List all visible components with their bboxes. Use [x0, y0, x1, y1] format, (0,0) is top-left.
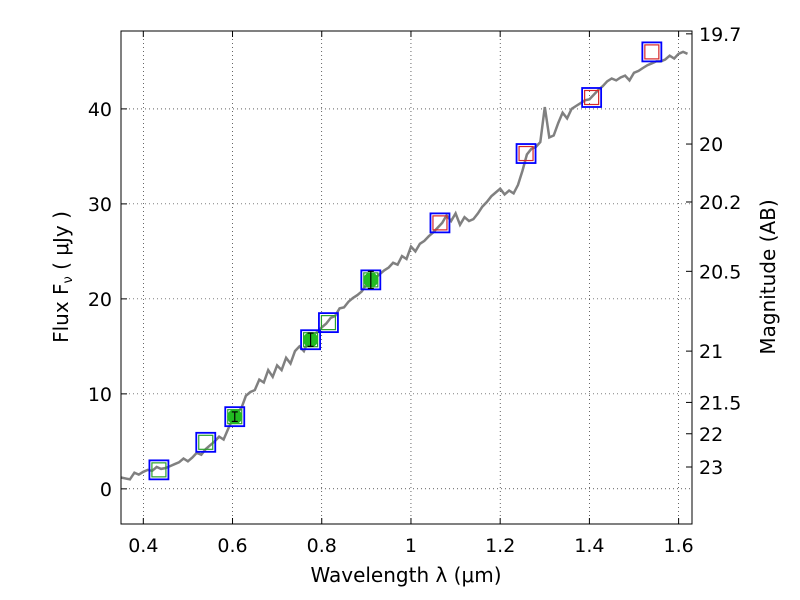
y2-tick-label: 20.5	[699, 261, 741, 283]
model-outer-square	[360, 269, 382, 291]
model-inner-square	[518, 145, 534, 162]
y-tick-label: 30	[88, 194, 112, 216]
y-axis-label: Flux Fν ( μJy )	[49, 211, 76, 343]
model-outer-square	[300, 329, 321, 351]
spectrum-line	[120, 50, 688, 481]
model-inner-square	[320, 315, 337, 331]
y-tick-label: 0	[100, 479, 112, 501]
y2-tick-label: 21.5	[699, 392, 741, 414]
y-tick-label: 10	[88, 384, 112, 406]
x-tick-label: 0.4	[128, 535, 158, 557]
model-outer-square	[581, 87, 603, 108]
y-axis-label-main: Flux F	[49, 283, 73, 342]
x-tick-label: 0.8	[307, 535, 337, 557]
y-axis-label-unit: ( μJy )	[49, 211, 73, 276]
y-tick-label: 40	[88, 99, 112, 121]
x-tick-label: 0.6	[217, 535, 247, 557]
model-inner-square	[198, 434, 214, 450]
model-inner-square	[151, 462, 167, 478]
model-inner-square	[584, 89, 600, 106]
x-tick-label: 1.2	[485, 535, 515, 557]
model-outer-square	[641, 41, 663, 63]
model-outer-square	[318, 312, 339, 334]
model-inner-square	[644, 44, 660, 60]
model-outer-square	[224, 406, 246, 428]
plot-frame	[120, 30, 693, 525]
y2-tick-label: 20.2	[699, 192, 741, 214]
x-tick-label: 1.6	[664, 535, 694, 557]
model-outer-square	[429, 212, 451, 234]
y2-tick-label: 22	[699, 424, 723, 446]
y2-tick-label: 20	[699, 134, 723, 156]
grid-layer	[121, 31, 692, 524]
x-tick-label: 1.4	[574, 535, 604, 557]
x-tick-label: 1	[405, 535, 417, 557]
y2-tick-label: 19.7	[699, 24, 741, 46]
y-tick-label: 20	[88, 289, 112, 311]
model-outer-square	[515, 143, 537, 164]
plot-layer	[120, 41, 688, 481]
model-inner-square	[432, 215, 448, 231]
y2-tick-label: 23	[699, 457, 723, 479]
x-axis-label: Wavelength λ (μm)	[310, 563, 501, 587]
y2-axis-label: Magnitude (AB)	[756, 199, 780, 354]
y2-tick-label: 21	[699, 341, 723, 363]
tick-layer: 0.4 0.6 0.8 1 1.2 1.4 1.6 0 10 20 30 40 19.7 20 20.2 20…	[88, 24, 742, 557]
y-axis-label-sub: ν	[61, 276, 76, 283]
model-outer-square	[148, 459, 170, 481]
model-outer-square	[195, 431, 217, 453]
